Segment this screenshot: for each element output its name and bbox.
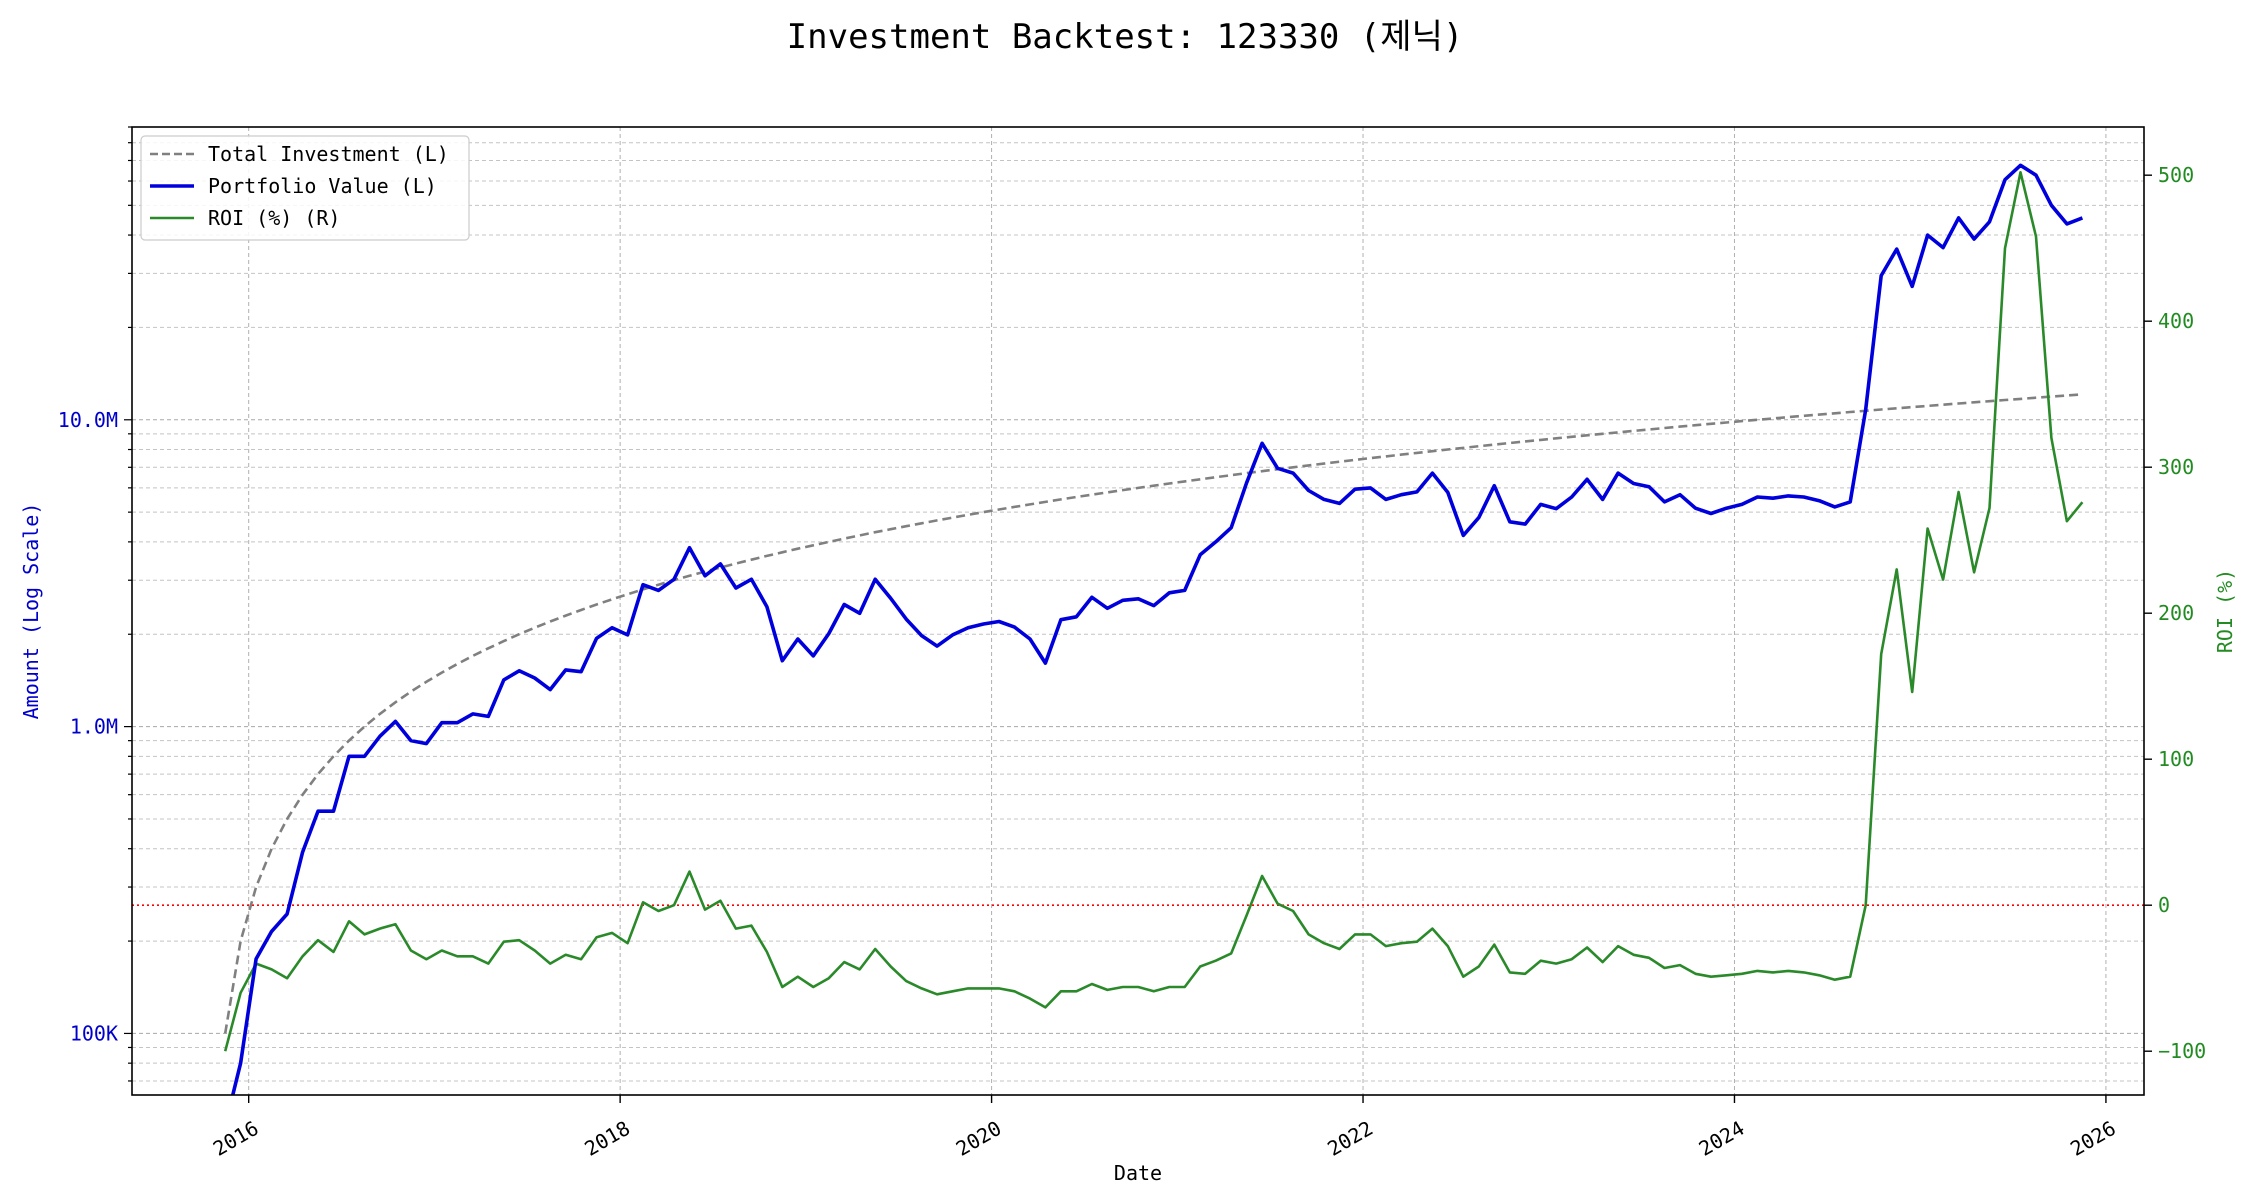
legend-label-roi: ROI (%) (R) [208,206,340,230]
left-axis-ticks: 100K 1.0M 10.0M [58,126,132,1082]
right-tick-label: 200 [2158,601,2194,625]
series-layer [223,163,2084,1095]
plot-frame [131,126,2145,1096]
legend-label-portfolio-value: Portfolio Value (L) [208,174,437,198]
left-tick-label: 10.0M [58,408,118,432]
left-tick-label: 100K [70,1021,118,1045]
right-axis-label: ROI (%) [2213,569,2237,653]
chart-title: Investment Backtest: 123330 (제닉) [787,17,1464,57]
right-tick-label: 300 [2158,455,2194,479]
x-axis-label: Date [1114,1161,1162,1185]
right-tick-label: 0 [2158,893,2170,917]
left-axis-label: Amount (Log Scale) [19,503,43,720]
portfolio-value-line [230,163,2084,1095]
legend-box [140,135,470,241]
grid-layer [132,126,2144,1095]
left-tick-label: 1.0M [70,715,118,739]
total-investment-line [223,393,2083,1034]
legend-label-total-investment: Total Investment (L) [208,142,449,166]
right-axis-ticks: −100 0 100 200 300 400 500 [2144,163,2206,1063]
right-tick-label: 100 [2158,747,2194,771]
right-tick-label: −100 [2158,1039,2206,1063]
legend: Total Investment (L) Portfolio Value (L)… [140,135,470,241]
right-tick-label: 400 [2158,309,2194,333]
right-tick-label: 500 [2158,163,2194,187]
roi-line [223,171,2084,1052]
